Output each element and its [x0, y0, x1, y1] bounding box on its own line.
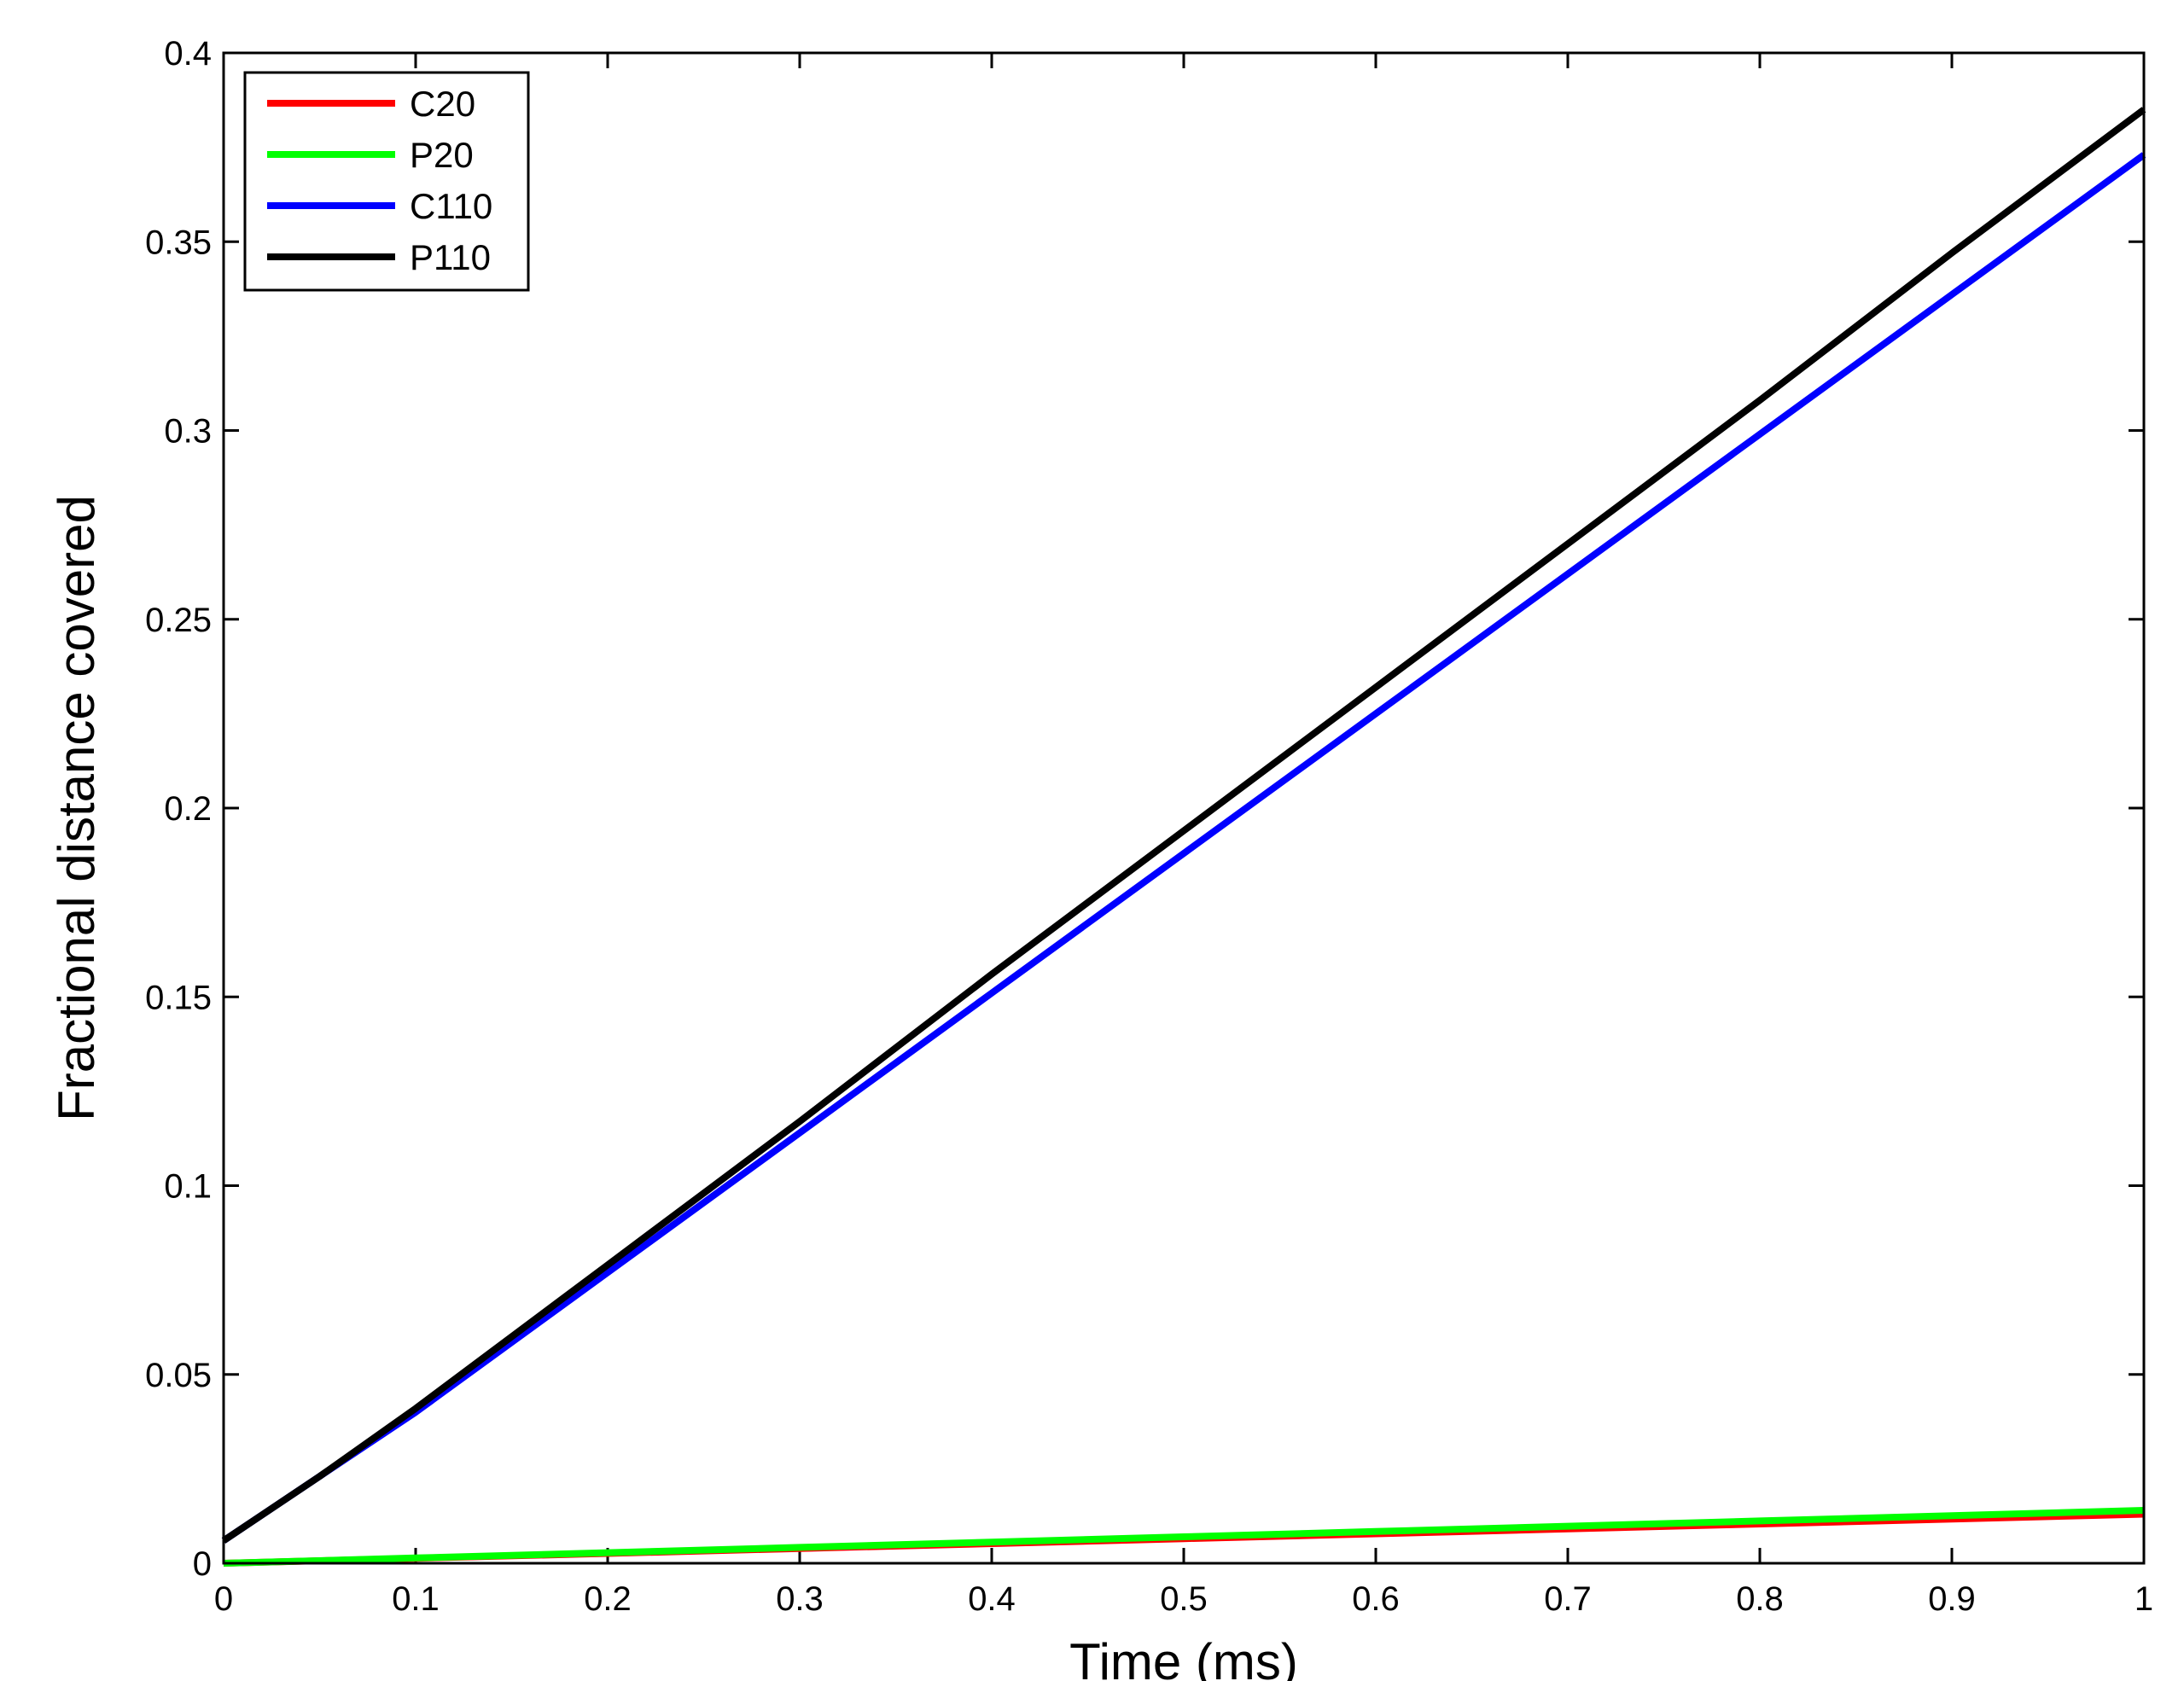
x-tick-label: 0.4 — [968, 1580, 1016, 1618]
y-tick-label: 0 — [193, 1545, 212, 1583]
y-tick-label: 0.4 — [164, 35, 212, 73]
y-tick-label: 0.1 — [164, 1168, 212, 1206]
x-tick-label: 1 — [2134, 1580, 2153, 1618]
x-tick-label: 0.3 — [776, 1580, 824, 1618]
legend-label-p110: P110 — [410, 237, 491, 277]
series-line-p20 — [223, 1507, 2145, 1567]
x-tick-label: 0.1 — [392, 1580, 440, 1618]
legend-items: C20 P20 C110 P110 — [267, 84, 492, 277]
y-tick-label: 0.2 — [164, 790, 212, 828]
x-tick-label: 0 — [214, 1580, 233, 1618]
legend: C20 P20 C110 P110 — [243, 71, 530, 292]
x-tick-label: 0.7 — [1544, 1580, 1592, 1618]
y-tick-label: 0.15 — [145, 979, 212, 1016]
x-tick-label: 0.6 — [1352, 1580, 1400, 1618]
y-tick-label: 0.35 — [145, 224, 212, 261]
tick-labels-layer: 0 0.1 0.2 0.3 0.4 0.5 0.6 0.7 0.8 0.9 1 0 0.05 0.1 0.1… — [145, 35, 2153, 1618]
series-layer — [221, 107, 2146, 1567]
x-tick-label: 0.2 — [584, 1580, 632, 1618]
x-axis-label: Time (ms) — [1069, 1633, 1298, 1681]
legend-label-c110: C110 — [410, 186, 492, 226]
y-tick-label: 0.25 — [145, 602, 212, 639]
x-tick-label: 0.5 — [1160, 1580, 1208, 1618]
x-tick-label: 0.9 — [1928, 1580, 1976, 1618]
y-axis-label: Fractional distance covered — [48, 495, 105, 1121]
series-line-p110 — [221, 107, 2146, 1544]
y-tick-label: 0.05 — [145, 1357, 212, 1394]
plot-area-frame — [222, 51, 2146, 1565]
legend-label-c20: C20 — [410, 84, 475, 124]
legend-label-p20: P20 — [410, 135, 474, 175]
x-tick-label: 0.8 — [1736, 1580, 1784, 1618]
y-tick-label: 0.3 — [164, 413, 212, 451]
